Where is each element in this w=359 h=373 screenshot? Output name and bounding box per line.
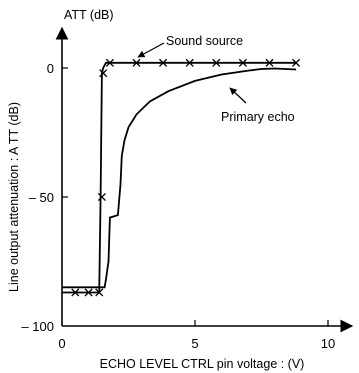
x-axis-label: ECHO LEVEL CTRL pin voltage : (V): [100, 357, 305, 371]
x-ticks: 0 5 10: [58, 320, 335, 351]
primary-echo-label: Primary echo: [221, 110, 295, 124]
sound-source-point: [265, 58, 274, 67]
sound-source-point: [292, 58, 301, 67]
sound-source-point: [212, 58, 221, 67]
sound-source-label: Sound source: [166, 34, 243, 48]
sound-source-point: [99, 69, 108, 78]
annotations: Sound source Primary echo: [137, 34, 295, 124]
sound-source-point: [97, 192, 106, 202]
x-tick-label: 0: [58, 336, 65, 351]
sound-source-point: [238, 58, 247, 67]
sound-source-point: [159, 58, 168, 67]
sound-source-point: [105, 58, 114, 67]
y-tick-label: 0: [47, 61, 54, 76]
sound-source-leader: [137, 42, 165, 58]
x-tick-label: 5: [191, 336, 198, 351]
sound-source-point: [84, 288, 93, 297]
primary-echo-leader: [229, 87, 247, 104]
sound-source-point: [185, 58, 194, 67]
sound-source-point: [71, 288, 80, 297]
primary-echo-line: [62, 67, 297, 289]
y-axis-label: Line output attenuation : A TT (dB): [7, 102, 21, 292]
sound-source-point: [95, 288, 104, 297]
sound-source-point: [132, 58, 141, 67]
sound-source-line: [62, 61, 297, 294]
y-ticks: 0 – 50 – 100: [21, 61, 68, 334]
y-tick-label: – 100: [21, 319, 54, 334]
x-tick-label: 10: [321, 336, 335, 351]
y-tick-label: – 50: [29, 190, 54, 205]
y-unit-label: ATT (dB): [64, 8, 114, 22]
series-layer: [62, 58, 301, 297]
